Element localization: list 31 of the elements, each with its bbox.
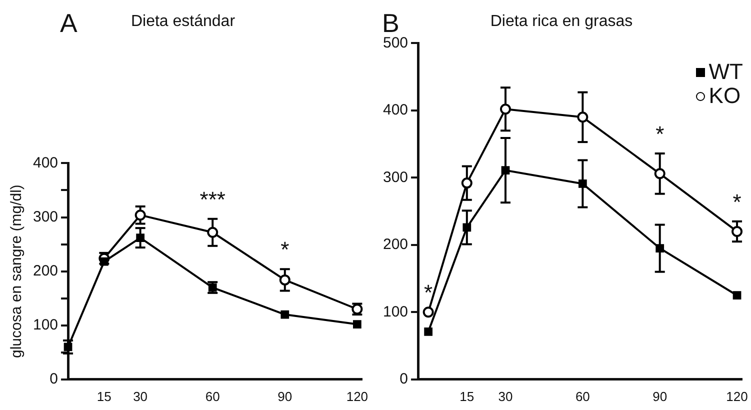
y-tick-label: 0 <box>400 370 408 388</box>
x-tick-label: 90 <box>652 388 668 404</box>
y-tick-label: 0 <box>50 370 58 388</box>
y-tick-label: 100 <box>32 316 58 334</box>
y-tick-label: 300 <box>382 168 408 186</box>
annotation: *** <box>200 186 226 212</box>
y-tick-label: 400 <box>32 154 58 172</box>
y-tick-label: 400 <box>382 102 408 119</box>
y-tick-label: 200 <box>32 262 58 280</box>
x-tick-label: 15 <box>460 388 474 404</box>
legend-label: WT <box>708 59 743 84</box>
x-tick-label: 60 <box>205 388 220 404</box>
y-tick-label: 100 <box>382 303 408 320</box>
x-tick-label: 120 <box>726 388 748 404</box>
x-tick-label: 30 <box>498 388 513 404</box>
x-tick-label: 90 <box>278 388 292 404</box>
legend-label: KO <box>708 83 741 108</box>
text: A <box>60 8 78 39</box>
annotation: * <box>280 237 290 262</box>
x-tick-label: 30 <box>133 388 148 404</box>
x-tick-label: 15 <box>96 388 112 404</box>
y-axis-title: glucosa en sangre (mg/dl) <box>8 184 26 358</box>
y-tick-label: 200 <box>382 236 408 254</box>
x-tick-label: 120 <box>346 388 368 404</box>
chart-title: Dieta estándar <box>130 13 236 30</box>
annotation: * <box>656 122 665 147</box>
y-tick-label: 300 <box>32 208 58 226</box>
chart-title: Dieta rica en grasas <box>490 13 633 30</box>
annotation: * <box>732 189 742 214</box>
annotation: * <box>424 280 434 306</box>
x-tick-label: 60 <box>575 388 590 404</box>
